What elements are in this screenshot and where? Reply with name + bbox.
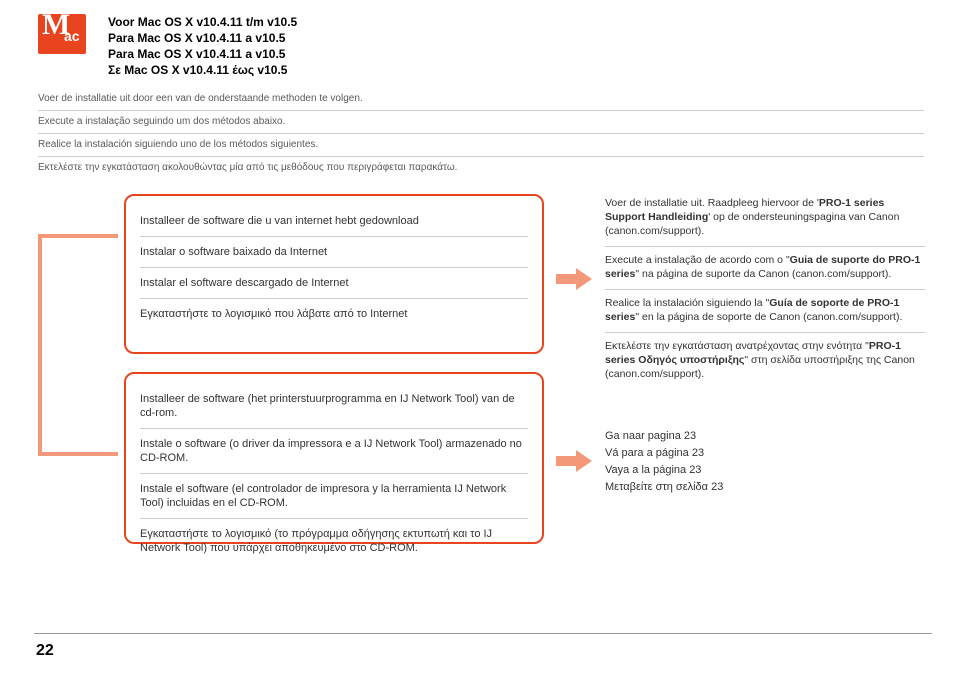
box1-es: Instalar el software descargado de Inter… [140,268,528,299]
heading-nl: Voor Mac OS X v10.4.11 t/m v10.5 [108,14,297,30]
page-number: 22 [36,642,54,660]
support-el: Εκτελέστε την εγκατάσταση ανατρέχοντας σ… [605,333,925,389]
box1-pt: Instalar o software baixado da Internet [140,237,528,268]
option-box-internet: Installeer de software die u van interne… [124,194,544,354]
box1-nl: Installeer de software die u van interne… [140,206,528,237]
support-es: Realice la instalación siguiendo la "Guí… [605,290,925,333]
goto-el: Μεταβείτε στη σελίδα 23 [605,479,905,496]
box2-el: Εγκαταστήστε το λογισμικό (το πρόγραμμα … [140,519,528,563]
arrow-icon [556,450,594,472]
support-nl: Voer de installatie uit. Raadpleeg hierv… [605,190,925,247]
heading-es: Para Mac OS X v10.4.11 a v10.5 [108,46,297,62]
box1-el: Εγκαταστήστε το λογισμικό που λάβατε από… [140,299,528,329]
goto-pt: Vá para a página 23 [605,445,905,462]
goto-page-text: Ga naar pagina 23 Vá para a página 23 Va… [605,428,905,496]
option-bracket [38,234,118,456]
box2-pt: Instale o software (o driver da impresso… [140,429,528,474]
intro-el: Εκτελέστε την εγκατάσταση ακολουθώντας μ… [38,157,924,179]
heading-pt: Para Mac OS X v10.4.11 a v10.5 [108,30,297,46]
mac-os-badge: M ac [38,14,86,54]
support-pt: Execute a instalação de acordo com o "Gu… [605,247,925,290]
box2-nl: Installeer de software (het printerstuur… [140,384,528,429]
goto-nl: Ga naar pagina 23 [605,428,905,445]
os-version-headings: Voor Mac OS X v10.4.11 t/m v10.5 Para Ma… [108,14,297,78]
support-guide-text: Voer de installatie uit. Raadpleeg hierv… [605,190,925,389]
intro-nl: Voer de installatie uit door een van de … [38,88,924,111]
intro-instructions: Voer de installatie uit door een van de … [38,88,924,179]
intro-es: Realice la instalación siguiendo uno de … [38,134,924,157]
heading-el: Σε Mac OS X v10.4.11 έως v10.5 [108,62,297,78]
box2-es: Instale el software (el controlador de i… [140,474,528,519]
goto-es: Vaya a la página 23 [605,462,905,479]
intro-pt: Execute a instalação seguindo um dos mét… [38,111,924,134]
option-box-cdrom: Installeer de software (het printerstuur… [124,372,544,544]
footer-divider [34,633,932,634]
arrow-icon [556,268,594,290]
mac-badge-ac: ac [64,28,80,44]
